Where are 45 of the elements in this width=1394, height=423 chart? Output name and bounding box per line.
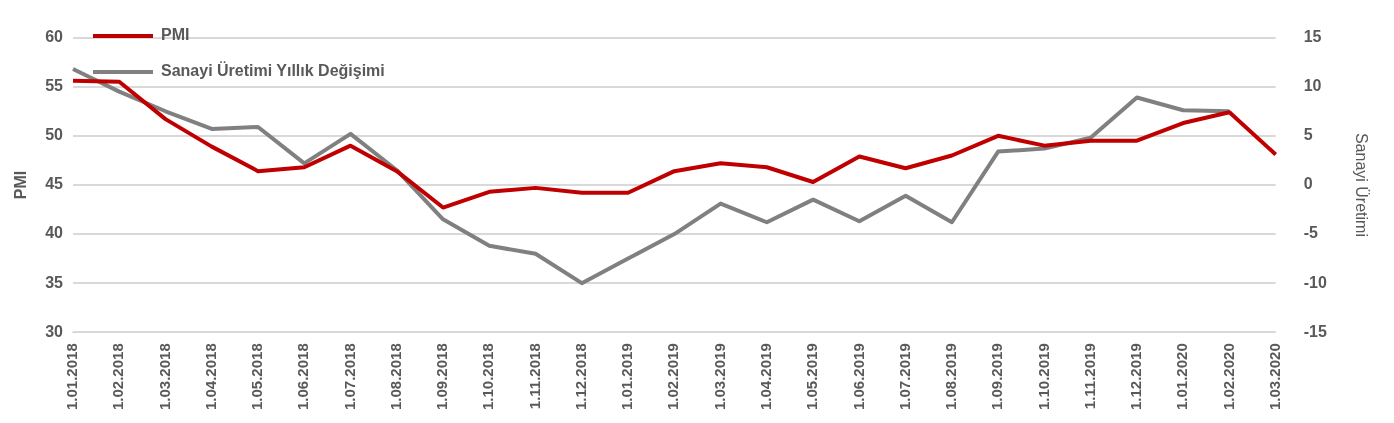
x-tick-label: 1.03.2019 — [710, 343, 728, 410]
y2-tick-label: 5 — [1303, 126, 1313, 144]
y-tick-label: 30 — [45, 322, 64, 340]
x-tick-label: 1.11.2018 — [525, 343, 543, 410]
x-tick-label: 1.10.2019 — [1034, 343, 1052, 410]
x-tick-label: 1.05.2019 — [803, 343, 821, 410]
x-tick-label: 1.01.2020 — [1173, 343, 1191, 410]
x-tick-label: 1.12.2018 — [571, 343, 589, 410]
y2-tick-label: -10 — [1303, 273, 1327, 291]
x-tick-label: 1.04.2019 — [756, 343, 774, 410]
x-tick-label: 1.09.2019 — [988, 343, 1006, 410]
x-tick-label: 1.09.2018 — [433, 343, 451, 410]
y-axis-title: PMI — [12, 170, 30, 200]
x-tick-label: 1.08.2018 — [386, 343, 404, 410]
x-tick-label: 1.12.2019 — [1127, 343, 1145, 410]
x-tick-label: 1.03.2020 — [1265, 343, 1283, 410]
x-tick-label: 1.06.2019 — [849, 343, 867, 410]
y2-tick-label: -15 — [1303, 322, 1327, 340]
x-tick-label: 1.11.2019 — [1080, 343, 1098, 410]
x-tick-label: 1.02.2019 — [664, 343, 682, 410]
y-tick-label: 50 — [45, 126, 64, 144]
y-tick-label: 45 — [45, 175, 64, 193]
x-tick-label: 1.10.2018 — [479, 343, 497, 410]
y2-tick-label: 10 — [1303, 77, 1322, 95]
y2-tick-label: 15 — [1303, 28, 1322, 46]
legend-label: PMI — [161, 26, 190, 44]
x-tick-label: 1.01.2019 — [618, 343, 636, 410]
y-tick-label: 60 — [45, 28, 64, 46]
x-tick-label: 1.06.2018 — [294, 343, 312, 410]
x-tick-label: 1.07.2019 — [895, 343, 913, 410]
legend-label: Sanayi Üretimi Yıllık Değişimi — [161, 61, 385, 80]
y-tick-label: 55 — [45, 77, 64, 95]
y2-tick-label: 0 — [1303, 175, 1313, 193]
y2-tick-label: -5 — [1303, 224, 1318, 242]
x-tick-label: 1.08.2019 — [942, 343, 960, 410]
x-tick-label: 1.05.2018 — [248, 343, 266, 410]
x-tick-label: 1.03.2018 — [155, 343, 173, 410]
x-tick-label: 1.02.2018 — [109, 343, 127, 410]
y2-axis-title: Sanayi Üretimi — [1352, 132, 1370, 237]
y-tick-label: 40 — [45, 224, 64, 242]
y-tick-label: 35 — [45, 273, 64, 291]
x-tick-label: 1.01.2018 — [63, 343, 81, 410]
x-tick-label: 1.02.2020 — [1219, 343, 1237, 410]
x-tick-label: 1.04.2018 — [201, 343, 219, 410]
x-tick-label: 1.07.2018 — [340, 343, 358, 410]
